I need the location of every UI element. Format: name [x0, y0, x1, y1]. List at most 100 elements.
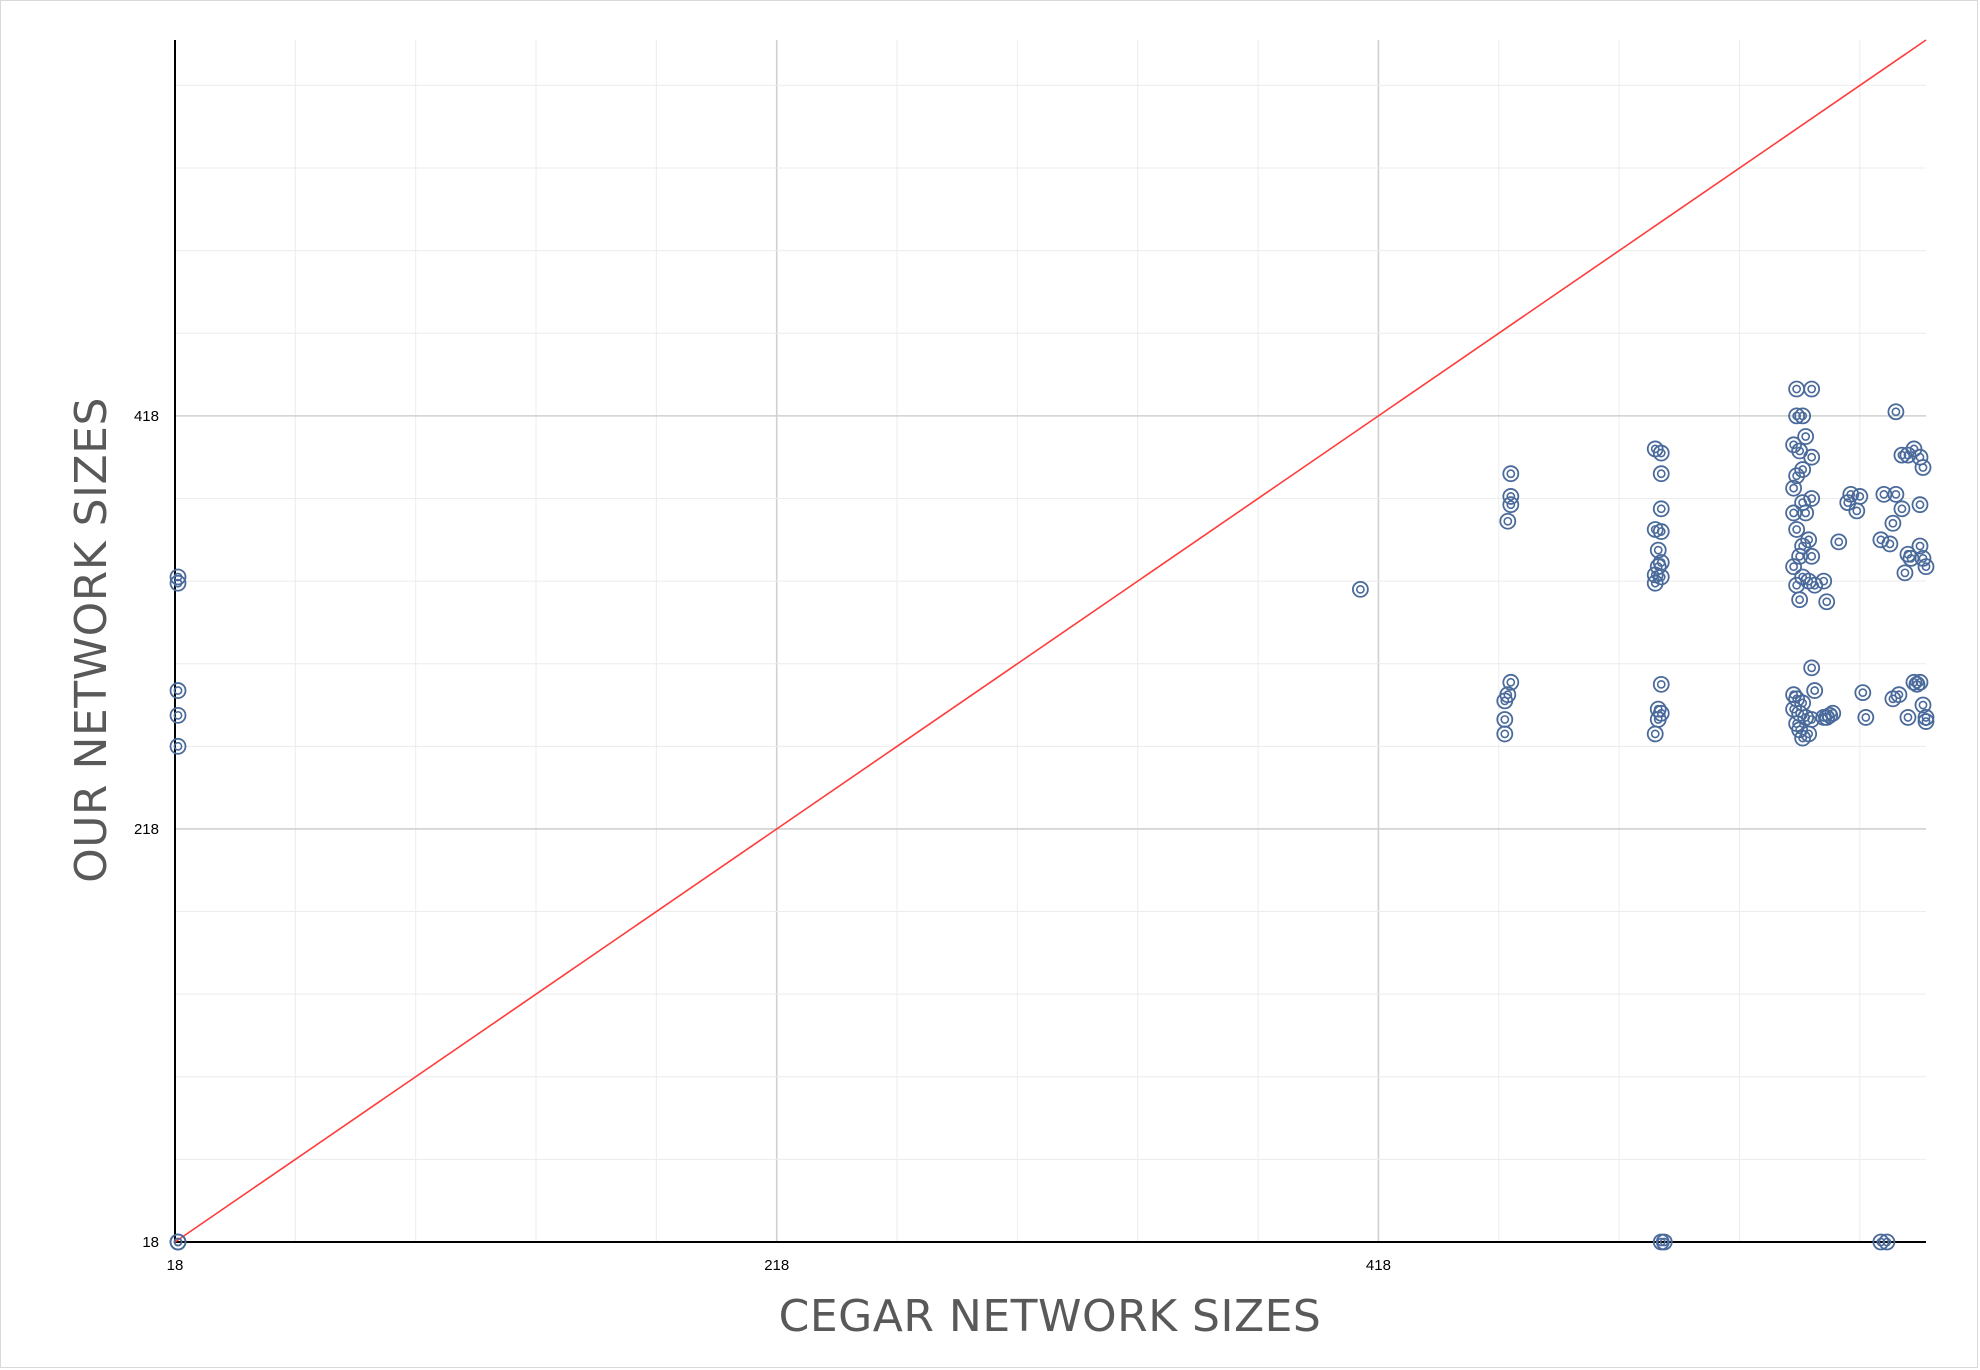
data-point-inner-ring — [1903, 713, 1913, 722]
data-point — [1911, 673, 1929, 691]
data-point-inner-ring — [1918, 463, 1928, 472]
data-point-inner-ring — [1891, 407, 1901, 417]
data-point — [1803, 547, 1821, 565]
data-point — [1652, 500, 1670, 518]
data-point-outer-ring — [1794, 729, 1812, 747]
data-point — [1902, 549, 1920, 567]
data-point-inner-ring — [1653, 715, 1663, 724]
data-point — [1815, 572, 1833, 590]
data-point-outer-ring — [1785, 436, 1803, 454]
data-point-inner-ring — [173, 710, 183, 720]
data-point-outer-ring — [1899, 446, 1917, 464]
data-point-outer-ring — [1496, 692, 1514, 710]
data-point-outer-ring — [1803, 659, 1821, 677]
x-tick-label: 218 — [764, 1257, 789, 1274]
data-point-outer-ring — [1646, 521, 1664, 538]
data-point-outer-ring — [1806, 576, 1824, 594]
data-point-outer-ring — [1890, 686, 1908, 704]
data-point-outer-ring — [1502, 673, 1520, 691]
data-point-inner-ring — [1656, 504, 1666, 514]
data-point-inner-ring — [1855, 492, 1865, 501]
data-point-inner-ring — [1897, 504, 1907, 514]
data-point — [169, 737, 187, 755]
data-point — [1496, 692, 1514, 710]
data-point-inner-ring — [1650, 578, 1660, 588]
data-point-outer-ring — [1911, 537, 1929, 555]
tick-labels: 18 218 418 18 218 418 — [134, 408, 1391, 1274]
data-point-outer-ring — [1652, 465, 1670, 483]
data-point-inner-ring — [1888, 694, 1898, 704]
data-point-outer-ring — [1815, 572, 1833, 590]
axes — [174, 40, 1926, 1243]
data-point — [1911, 496, 1929, 514]
data-point-outer-ring — [1794, 461, 1812, 478]
data-point-outer-ring — [1794, 537, 1812, 555]
data-point-outer-ring — [1821, 706, 1839, 724]
data-point-inner-ring — [1506, 492, 1516, 501]
data-point — [1830, 533, 1848, 551]
data-point-outer-ring — [1652, 568, 1670, 586]
data-point-outer-ring — [1854, 684, 1872, 702]
data-point-inner-ring — [1650, 444, 1660, 454]
data-point-outer-ring — [169, 574, 187, 592]
data-point-inner-ring — [1822, 597, 1832, 607]
data-point — [1785, 504, 1803, 522]
data-point-inner-ring — [1650, 525, 1660, 534]
data-point-inner-ring — [1801, 508, 1811, 518]
data-point — [1842, 485, 1860, 503]
data-point-outer-ring — [1646, 725, 1664, 743]
data-point — [1502, 488, 1520, 505]
data-point-outer-ring — [1881, 535, 1899, 553]
data-point — [1803, 490, 1821, 507]
data-points — [169, 380, 1935, 1251]
data-point — [1857, 709, 1875, 726]
data-point-inner-ring — [1852, 506, 1862, 516]
y-tick-label: 18 — [142, 1234, 159, 1251]
data-point-inner-ring — [1789, 704, 1799, 714]
data-point — [1791, 591, 1809, 609]
data-point-inner-ring — [1650, 729, 1660, 739]
data-point-outer-ring — [1652, 444, 1670, 462]
data-point — [1818, 593, 1836, 611]
data-point-outer-ring — [1785, 558, 1803, 576]
data-point — [1878, 1233, 1896, 1251]
data-point-outer-ring — [1896, 564, 1914, 582]
data-point-outer-ring — [1646, 574, 1664, 592]
data-point-inner-ring — [1656, 469, 1666, 479]
data-point — [1803, 659, 1821, 677]
data-point-inner-ring — [1653, 545, 1663, 555]
data-point — [1917, 558, 1935, 576]
data-point-inner-ring — [1792, 384, 1802, 394]
data-point-outer-ring — [1496, 711, 1514, 728]
data-point — [1887, 403, 1905, 421]
data-point — [1884, 514, 1902, 532]
data-point-inner-ring — [1810, 686, 1820, 695]
data-point-inner-ring — [1891, 489, 1901, 499]
data-point-inner-ring — [1500, 715, 1510, 724]
data-point — [1496, 711, 1514, 728]
data-point — [1896, 564, 1914, 582]
data-point-inner-ring — [1801, 432, 1811, 441]
data-point — [169, 1233, 187, 1251]
data-point-outer-ring — [1502, 488, 1520, 505]
data-point — [1803, 380, 1821, 398]
data-point-inner-ring — [1807, 452, 1817, 462]
data-point — [1785, 558, 1803, 576]
x-tick-label: 18 — [167, 1257, 184, 1274]
data-point — [1824, 704, 1842, 722]
data-point-inner-ring — [1807, 715, 1817, 724]
data-point-outer-ring — [1872, 1233, 1890, 1251]
data-point-inner-ring — [1807, 663, 1817, 673]
data-point — [169, 574, 187, 592]
data-point-inner-ring — [1807, 551, 1817, 561]
data-point-inner-ring — [1894, 690, 1904, 700]
data-point-outer-ring — [1803, 448, 1821, 466]
data-point-outer-ring — [1851, 488, 1869, 505]
data-point-outer-ring — [169, 737, 187, 755]
data-point-outer-ring — [1797, 504, 1815, 522]
data-point-inner-ring — [173, 741, 183, 751]
data-point-outer-ring — [169, 1233, 187, 1251]
data-point — [1502, 673, 1520, 691]
